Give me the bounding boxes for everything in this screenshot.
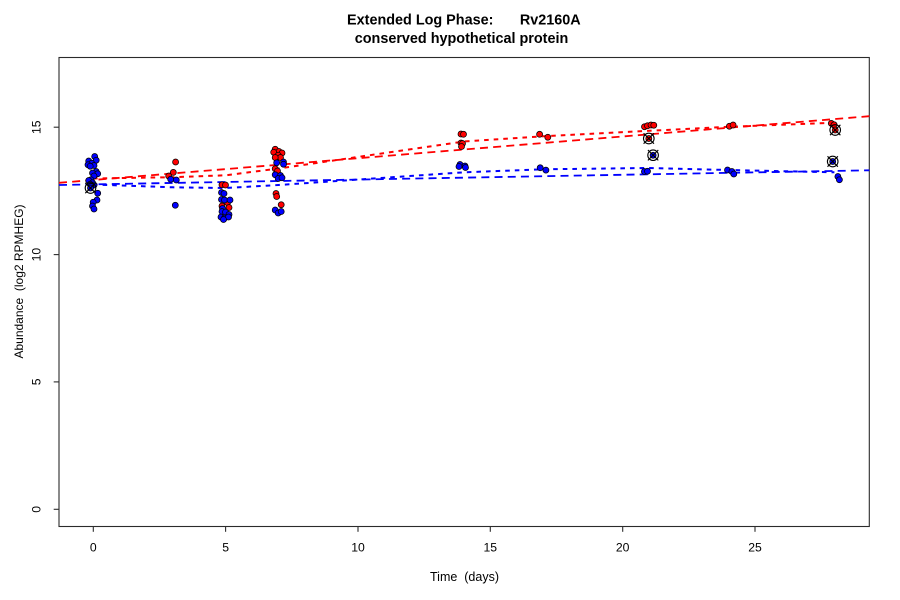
svg-text:10: 10 xyxy=(351,541,365,555)
svg-text:15: 15 xyxy=(484,541,498,555)
svg-text:15: 15 xyxy=(30,120,44,134)
svg-text:20: 20 xyxy=(616,541,630,555)
svg-text:Extended Log Phase:: Extended Log Phase: xyxy=(347,13,493,29)
svg-text:Rv2160A: Rv2160A xyxy=(520,13,581,29)
svg-text:0: 0 xyxy=(30,506,44,513)
svg-text:5: 5 xyxy=(30,378,44,385)
svg-text:10: 10 xyxy=(30,248,44,262)
svg-text:conserved hypothetical protein: conserved hypothetical protein xyxy=(355,31,569,47)
svg-text:0: 0 xyxy=(90,541,97,555)
svg-text:5: 5 xyxy=(222,541,229,555)
svg-text:Abundance (log2 RPMHEG): Abundance (log2 RPMHEG) xyxy=(12,204,26,358)
svg-text:25: 25 xyxy=(748,541,762,555)
svg-text:Time (days): Time (days) xyxy=(430,570,499,584)
